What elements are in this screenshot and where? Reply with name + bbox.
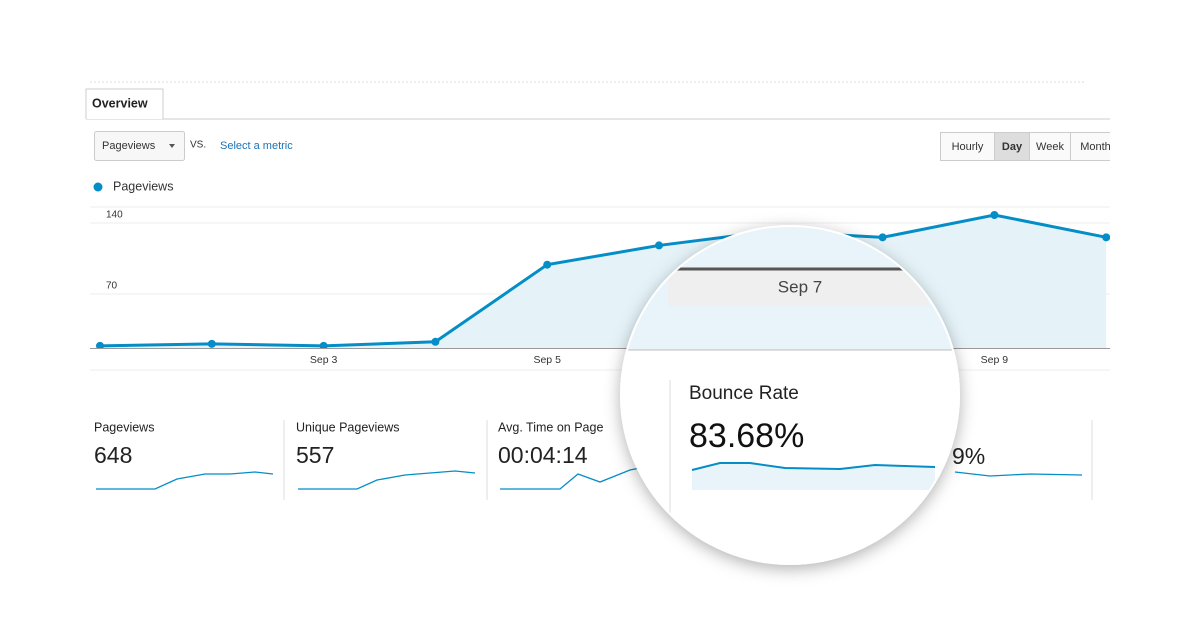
- scorecards: Pageviews 648 Unique Pageviews 557 Avg. …: [94, 420, 1093, 500]
- line: [99, 213, 1107, 348]
- sparkline: [96, 471, 274, 490]
- period-button[interactable]: [1029, 132, 1071, 161]
- period-label[interactable]: Day: [1002, 141, 1023, 153]
- period-label[interactable]: Month: [1080, 141, 1111, 153]
- legend-label: Pageviews: [113, 179, 173, 193]
- sparkline: [298, 470, 476, 490]
- point: [878, 233, 887, 242]
- point: [990, 211, 999, 219]
- y-tick-label: 70: [106, 281, 118, 292]
- sparkline: [691, 462, 936, 471]
- scorecard-label: Unique Pageviews: [296, 420, 400, 434]
- point: [319, 341, 328, 349]
- tab[interactable]: [85, 88, 164, 119]
- metric-dropdown[interactable]: [94, 131, 185, 161]
- point: [431, 337, 440, 346]
- tooltip: [668, 268, 928, 306]
- scorecard-value: 9%: [952, 443, 985, 469]
- tooltip-label: Sep 7: [778, 277, 822, 296]
- sparkline-area: [692, 463, 935, 490]
- point: [543, 260, 552, 269]
- metric-label[interactable]: Pageviews: [102, 140, 156, 152]
- y-tick-label: 140: [106, 210, 123, 221]
- x-tick-label: Sep 3: [310, 354, 338, 366]
- period-label[interactable]: Hourly: [952, 141, 984, 153]
- point: [96, 341, 104, 349]
- period-label[interactable]: Week: [1036, 141, 1064, 153]
- plot: [96, 211, 1110, 349]
- sparkline: [954, 471, 1083, 477]
- caret: [169, 144, 175, 148]
- select-metric-link[interactable]: Select a metric: [220, 140, 293, 152]
- line-chart: 70 140 Sep 3 Sep 5 Sep 7 Sep 9: [90, 206, 1110, 366]
- scorecard-label: Avg. Time on Page: [498, 420, 603, 434]
- sparkline: [500, 464, 656, 490]
- scorecard-value: 557: [296, 442, 334, 468]
- area: [100, 215, 1107, 349]
- point: [655, 241, 663, 250]
- legend-dot: [93, 182, 103, 192]
- scorecard-label: Bounce Rate: [689, 383, 799, 404]
- tab-label[interactable]: Overview: [92, 96, 148, 110]
- period-button[interactable]: [940, 132, 995, 161]
- point: [1102, 233, 1110, 242]
- period-button[interactable]: [1070, 132, 1121, 161]
- vs: VS.: [190, 140, 206, 151]
- x-tick-label: Sep 5: [533, 354, 561, 366]
- scorecard-value: 83.68%: [689, 417, 804, 455]
- x-tick-label: Sep 9: [981, 354, 1009, 366]
- period-buttons: Hourly Day Week Month: [940, 132, 1121, 161]
- scorecard-label: Pageviews: [94, 420, 154, 434]
- scorecard-value: 00:04:14: [498, 442, 588, 468]
- point: [207, 339, 216, 348]
- scorecard-value: 648: [94, 442, 132, 468]
